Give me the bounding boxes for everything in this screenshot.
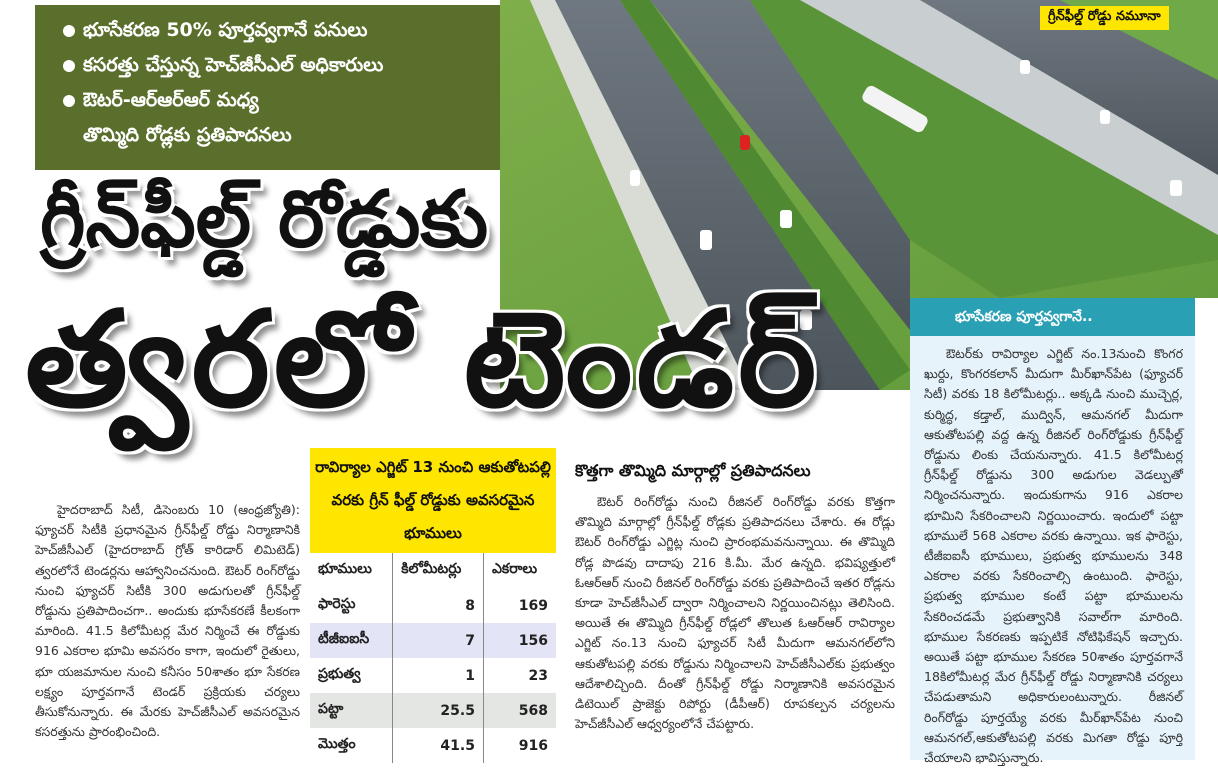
side-box-body: ఔటర్‌కు రావిర్యాల ఎగ్జిట్ నం.13నుంచి కొం… — [924, 346, 1183, 766]
land-type: ఫారెస్టు — [310, 588, 394, 623]
table-title: రావిర్యాల ఎగ్జిట్ 13 నుంచి ఆకుతోటపల్లి వ… — [310, 448, 556, 553]
highlight-item: కసరత్తు చేస్తున్న హెచ్‌జీసీఎల్ అధికారులు — [63, 48, 500, 83]
road-lanes-left — [555, 0, 880, 390]
highlight-text: ఔటర్-ఆర్ఆర్ఆర్ మధ్య — [83, 89, 259, 111]
land-type: పట్టా — [310, 693, 394, 728]
table-header-row: భూములు కిలోమీటర్లు ఎకరాలు — [310, 553, 556, 588]
table-row: పట్టా 25.5 568 — [310, 693, 556, 728]
highlight-item: భూసేకరణ 50% పూర్తవ్వగానే పనులు — [63, 13, 500, 48]
table-row: టీజీఐఐసీ 7 156 — [310, 623, 556, 658]
metro-train — [862, 85, 928, 133]
headline-line-1: గ్రీన్‌ఫీల్డ్ రోడ్డుకు — [40, 175, 489, 265]
road-lanes-right — [920, 0, 1218, 175]
side-box: భూసేకరణ పూర్తవ్వగానే.. ఔటర్‌కు రావిర్యాల… — [910, 298, 1195, 765]
acres: 568 — [483, 693, 556, 728]
table-row: ఫారెస్టు 8 169 — [310, 588, 556, 623]
photo-caption: గ్రీన్‌ఫీల్డ్ రోడ్డు నమూనా — [1040, 6, 1169, 30]
kilometers: 7 — [392, 623, 484, 658]
land-type: మొత్తం — [310, 728, 394, 763]
column-header: కిలోమీటర్లు — [392, 553, 484, 588]
middle-article: కొత్తగా తొమ్మిది మార్గాల్లో ప్రతిపాదనలు … — [575, 460, 895, 734]
bullet-icon — [63, 59, 75, 72]
table-row: ప్రభుత్వ 1 23 — [310, 658, 556, 693]
highlight-item-continuation: తొమ్మిది రోడ్లకు ప్రతిపాదనలు — [83, 124, 292, 146]
side-box-heading: భూసేకరణ పూర్తవ్వగానే.. — [910, 298, 1195, 336]
column-header: భూములు — [310, 553, 394, 588]
greenfield-road-rendering-photo — [500, 0, 1218, 390]
metro-track — [800, 0, 1218, 235]
kilometers: 25.5 — [392, 693, 484, 728]
highlight-text: భూసేకరణ 50% పూర్తవ్వగానే పనులు — [83, 19, 368, 41]
kilometers: 8 — [392, 588, 484, 623]
land-requirement-table: రావిర్యాల ఎగ్జిట్ 13 నుంచి ఆకుతోటపల్లి వ… — [310, 448, 556, 763]
middle-article-heading: కొత్తగా తొమ్మిది మార్గాల్లో ప్రతిపాదనలు — [575, 461, 811, 480]
land-type: ప్రభుత్వ — [310, 658, 394, 693]
acres: 169 — [518, 597, 548, 614]
acres: 916 — [518, 737, 548, 754]
road-lanes-center — [650, 0, 910, 330]
headline-line-2: త్వరలో టెండర్ — [25, 283, 821, 437]
kilometers: 1 — [392, 658, 484, 693]
table-total-row: మొత్తం 41.5 916 — [310, 728, 556, 763]
highlight-text: కసరత్తు చేస్తున్న హెచ్‌జీసీఎల్ అధికారులు — [83, 54, 384, 76]
lead-article: హైదరాబాద్ సిటీ, డిసెంబరు 10 (ఆంధ్రజ్యోతి… — [35, 500, 300, 742]
acres: 23 — [528, 667, 548, 684]
middle-article-body: ఔటర్ రింగ్‌రోడ్డు నుంచి రీజినల్ రింగ్‌రో… — [575, 494, 895, 732]
bullet-icon — [63, 94, 75, 107]
acres: 156 — [483, 623, 556, 658]
cars — [630, 60, 1182, 330]
highlight-item: ఔటర్-ఆర్ఆర్ఆర్ మధ్య — [63, 83, 500, 118]
land-type: టీజీఐఐసీ — [310, 623, 394, 658]
bullet-icon — [63, 24, 75, 37]
highlights-box: భూసేకరణ 50% పూర్తవ్వగానే పనులు కసరత్తు చ… — [35, 5, 500, 170]
kilometers: 41.5 — [392, 728, 484, 763]
column-header: ఎకరాలు — [491, 561, 538, 577]
lead-article-body: హైదరాబాద్ సిటీ, డిసెంబరు 10 (ఆంధ్రజ్యోతి… — [35, 502, 300, 740]
